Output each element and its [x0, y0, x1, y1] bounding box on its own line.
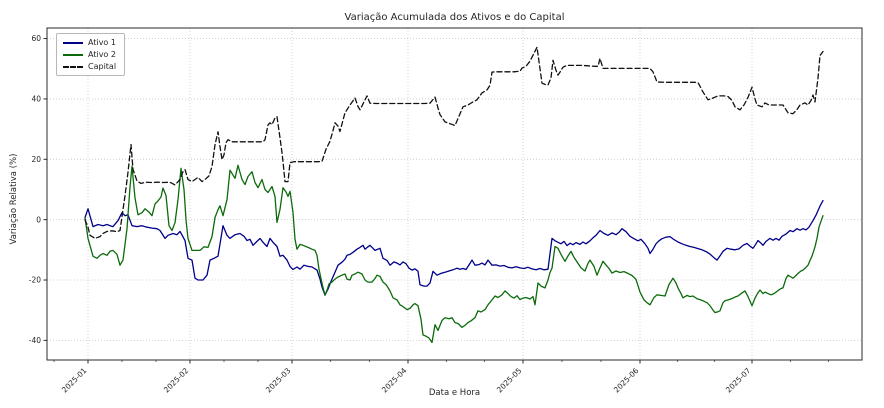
legend-item: Capital: [63, 62, 116, 71]
legend-label: Ativo 2: [88, 50, 116, 59]
svg-text:60: 60: [31, 34, 41, 43]
svg-text:-20: -20: [29, 276, 41, 285]
legend-line-sample: [63, 65, 83, 68]
x-axis-label: Data e Hora: [428, 388, 481, 398]
svg-text:0: 0: [36, 215, 41, 224]
svg-text:40: 40: [31, 95, 41, 104]
legend-line-sample: [63, 53, 83, 56]
svg-text:20: 20: [31, 155, 41, 164]
legend-label: Capital: [88, 62, 117, 71]
legend: Ativo 1 Ativo 2 Capital: [56, 33, 126, 76]
legend-label: Ativo 1: [88, 38, 116, 47]
legend-item: Ativo 1: [63, 38, 116, 47]
legend-line-sample: [63, 41, 83, 44]
legend-item: Ativo 2: [63, 50, 116, 59]
svg-text:-40: -40: [29, 336, 41, 345]
chart-title: Variação Acumulada dos Ativos e do Capit…: [344, 12, 565, 23]
